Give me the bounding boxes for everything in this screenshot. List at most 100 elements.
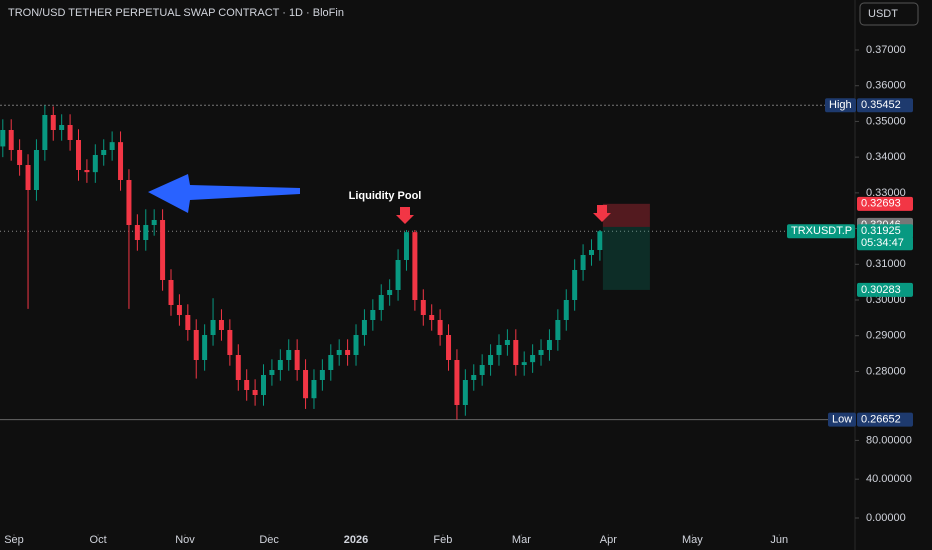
- candle-body: [59, 125, 65, 130]
- candle-body: [336, 350, 342, 355]
- symbol-name-bg: [787, 224, 855, 239]
- candle-body: [126, 180, 132, 225]
- y-tick-label: 0.33000: [866, 187, 906, 199]
- candle-body: [446, 335, 452, 360]
- y-tick-label: 0.28000: [866, 365, 906, 377]
- candle-body: [101, 150, 107, 155]
- x-tick-label: Dec: [259, 534, 279, 546]
- currency-label[interactable]: USDT: [868, 8, 898, 20]
- candle-body: [185, 315, 191, 330]
- candle-body: [580, 255, 586, 270]
- candle-body: [17, 150, 23, 165]
- candle-body: [227, 330, 233, 355]
- candle-body: [193, 330, 199, 360]
- stop-value-bg: [857, 196, 913, 211]
- candle-body: [420, 300, 426, 315]
- candle-body: [437, 320, 443, 335]
- candle-body: [261, 375, 267, 395]
- candle-body: [160, 220, 166, 280]
- candle-body: [244, 380, 250, 390]
- high-value-bg: [857, 98, 913, 113]
- high-name-bg: [825, 98, 856, 113]
- y-tick-label: 0.30000: [866, 294, 906, 306]
- low-value: 0.26652: [861, 413, 901, 425]
- candle-body: [75, 140, 81, 170]
- candle-body: [25, 165, 31, 190]
- y-tick-label: 0.29000: [866, 330, 906, 342]
- candle-body: [479, 365, 485, 375]
- x-tick-label: Apr: [600, 534, 617, 546]
- candle-body: [387, 290, 393, 295]
- y-tick-label: 0.37000: [866, 44, 906, 56]
- last-value-bg: [857, 224, 913, 239]
- candle-body: [151, 220, 157, 225]
- x-tick-label: Feb: [433, 534, 452, 546]
- high-name: High: [829, 99, 852, 111]
- x-tick-label: 2026: [344, 534, 368, 546]
- candle-body: [277, 360, 283, 370]
- candle-body: [412, 232, 418, 300]
- candle-body: [143, 225, 149, 240]
- target-value-bg: [857, 282, 913, 297]
- candle-body: [218, 320, 224, 330]
- candle-body: [8, 130, 14, 150]
- candle-body: [563, 300, 569, 320]
- candle-body: [303, 370, 309, 399]
- candle-body: [370, 310, 376, 320]
- blue-arrow: [148, 174, 300, 213]
- candle-body: [67, 125, 73, 140]
- countdown: 05:34:47: [861, 237, 904, 249]
- candle-body: [538, 350, 544, 355]
- stop-zone: [602, 203, 650, 227]
- symbol-name: TRXUSDT.P: [791, 225, 852, 237]
- low-value-bg: [857, 412, 913, 427]
- y-tick-label: 0.34000: [866, 151, 906, 163]
- x-tick-label: May: [682, 534, 703, 546]
- candle-body: [513, 340, 519, 365]
- candle-body: [572, 270, 578, 300]
- candle-body: [235, 355, 241, 380]
- candle-body: [530, 355, 536, 363]
- y2-tick-label: 0.00000: [866, 512, 906, 524]
- candle-body: [395, 260, 401, 290]
- candle-body: [50, 115, 56, 130]
- candle-body: [403, 232, 409, 260]
- candle-body: [378, 295, 384, 310]
- candle-body: [454, 360, 460, 405]
- candle-body: [328, 355, 334, 370]
- candle-body: [294, 350, 300, 370]
- currency-button[interactable]: [859, 2, 919, 26]
- candle-body: [286, 350, 292, 360]
- red-arrow: [396, 207, 414, 224]
- candle-body: [176, 305, 182, 315]
- candle-body: [42, 115, 48, 150]
- candle-body: [210, 320, 216, 335]
- candle-body: [588, 250, 594, 255]
- candle-body: [345, 350, 351, 355]
- candle-body: [118, 142, 124, 180]
- candle-body: [134, 225, 140, 240]
- candle-body: [33, 150, 39, 190]
- x-tick-label: Jun: [770, 534, 788, 546]
- red-arrow: [593, 205, 611, 222]
- candle-body: [311, 380, 317, 399]
- candle-body: [597, 231, 603, 250]
- last-value: 0.31925: [861, 225, 901, 237]
- x-tick-label: Sep: [4, 534, 24, 546]
- candle-body: [471, 375, 477, 380]
- candle-body: [202, 335, 208, 360]
- candle-body: [84, 170, 90, 173]
- target-value: 0.30283: [861, 284, 901, 296]
- candle-body: [109, 142, 115, 150]
- y-tick-label: 0.31000: [866, 258, 906, 270]
- candle-body: [429, 315, 435, 320]
- candle-body: [269, 370, 275, 375]
- candle-body: [462, 380, 468, 405]
- candle-body: [168, 280, 174, 305]
- candle-body: [504, 340, 510, 345]
- candle-body: [521, 362, 527, 365]
- y-tick-label: 0.36000: [866, 80, 906, 92]
- candle-body: [353, 335, 359, 355]
- candle-body: [252, 390, 258, 395]
